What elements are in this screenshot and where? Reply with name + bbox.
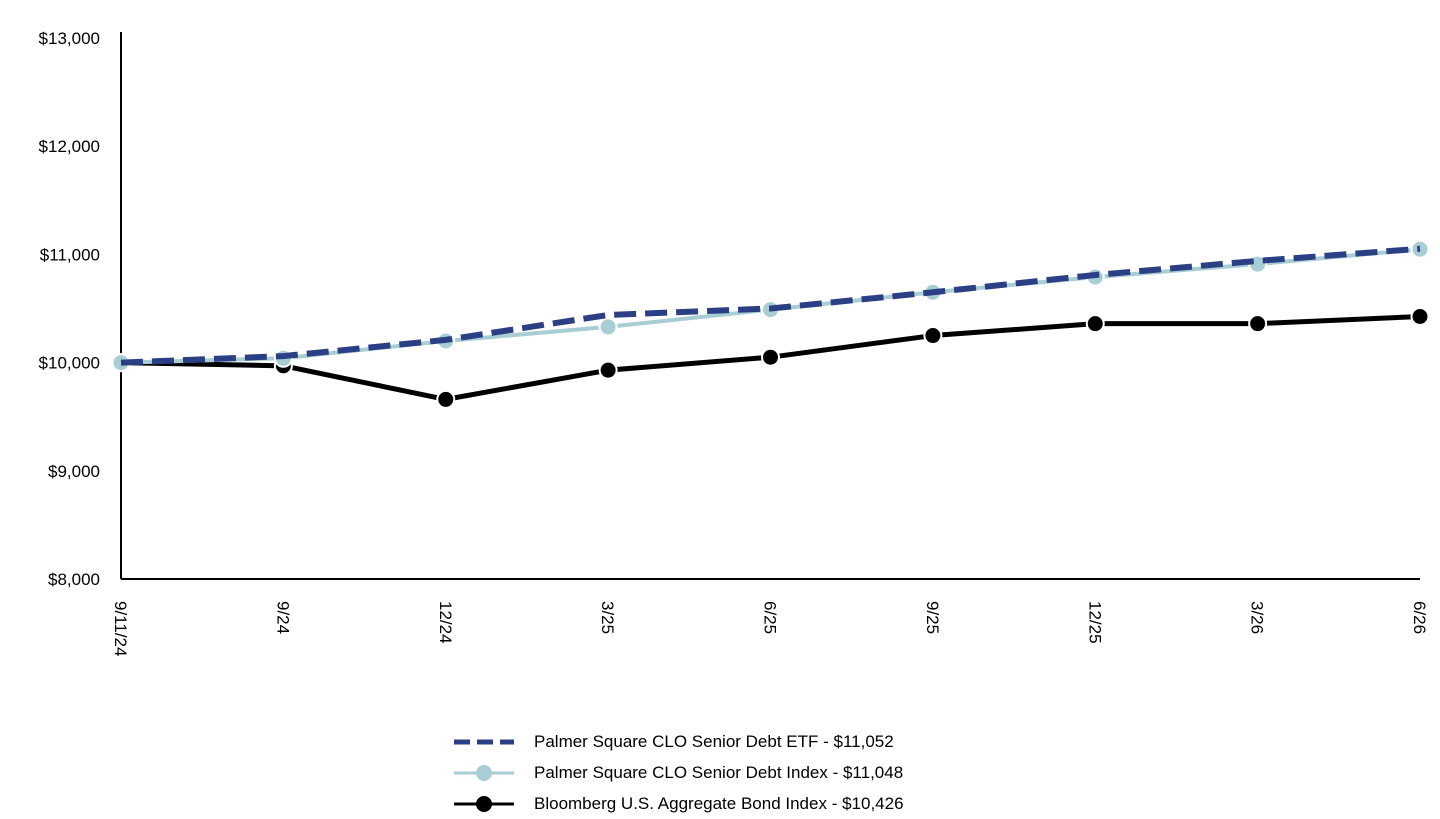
y-tick-label: $10,000 [39, 354, 100, 373]
series-point [598, 317, 618, 337]
legend-label-aggregate-bond-index: Bloomberg U.S. Aggregate Bond Index - $1… [534, 793, 904, 813]
x-tick-label: 9/11/24 [111, 601, 130, 656]
series-point [761, 347, 780, 367]
series-point [1410, 307, 1430, 327]
y-tick-label: $13,000 [39, 29, 100, 48]
x-tick-label: 12/25 [1085, 601, 1104, 644]
series-2 [111, 307, 1430, 409]
series-point [598, 360, 618, 380]
legend: Palmer Square CLO Senior Debt ETF - $11,… [452, 726, 904, 819]
y-tick-label: $9,000 [48, 462, 100, 481]
x-tick-label: 3/25 [598, 601, 617, 634]
x-tick-label: 12/24 [436, 601, 455, 644]
legend-item-aggregate-bond-index: Bloomberg U.S. Aggregate Bond Index - $1… [452, 788, 904, 819]
x-tick-label: 6/26 [1410, 601, 1429, 634]
line-chart: $8,000 $9,000 $10,000 $11,000 $12,000 $13,000… [39, 29, 1430, 656]
x-tick-label: 6/25 [761, 601, 780, 634]
legend-label-senior-debt-index: Palmer Square CLO Senior Debt Index - $1… [534, 762, 904, 782]
x-tick-label: 9/24 [273, 601, 292, 634]
series-point [1085, 314, 1105, 334]
y-tick-label: $11,000 [40, 245, 100, 264]
axes: $8,000 $9,000 $10,000 $11,000 $12,000 $13,000… [39, 29, 1429, 656]
series-0 [120, 245, 1421, 366]
legend-swatch-aggregate-bond-index [454, 795, 514, 812]
series-point [1248, 314, 1268, 334]
legend-swatch-senior-debt-index [454, 764, 514, 781]
x-tick-label: 9/25 [923, 601, 942, 634]
y-tick-label: $8,000 [48, 570, 100, 589]
series-line [120, 245, 1421, 366]
y-tick-label: $12,000 [39, 137, 100, 156]
x-tick-label: 3/26 [1248, 601, 1267, 634]
series-point [436, 389, 456, 409]
legend-label-etf: Palmer Square CLO Senior Debt ETF - $11,… [534, 731, 894, 751]
legend-item-etf: Palmer Square CLO Senior Debt ETF - $11,… [452, 726, 904, 757]
legend-swatch-etf [454, 739, 514, 744]
legend-item-senior-debt-index: Palmer Square CLO Senior Debt Index - $1… [452, 757, 904, 788]
series-point [923, 326, 943, 346]
series-layer [111, 239, 1430, 409]
